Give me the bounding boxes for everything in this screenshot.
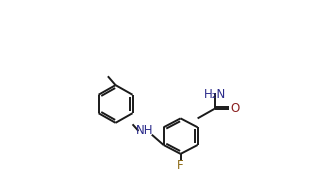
- Text: NH: NH: [136, 124, 153, 137]
- Text: O: O: [231, 102, 240, 115]
- Text: H₂N: H₂N: [203, 88, 226, 101]
- Text: F: F: [177, 159, 184, 172]
